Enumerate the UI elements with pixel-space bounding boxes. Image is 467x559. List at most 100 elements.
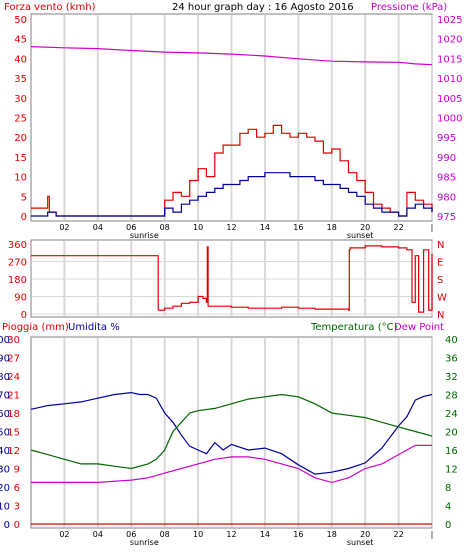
temperature-ylabel: Temperatura (°C) [310,322,398,333]
x-tick-label: 02 [59,530,69,539]
x-tick-label: 04 [93,223,103,232]
y-tick-label: 20 [0,483,10,494]
y-tick-label: 35 [14,74,27,85]
pressure-ylabel: Pressione (kPa) [371,2,447,13]
y-tick-label: 1000 [437,114,462,125]
y-tick-label: 21 [7,391,20,402]
y-tick-label: 1010 [437,74,462,85]
y-tick-label: 1015 [437,54,462,65]
y-tick-label: 60 [0,409,10,420]
y-tick-label: 1025 [437,15,462,26]
x-tick-label: 18 [327,530,337,539]
x-tick-label: 16 [293,223,303,232]
y-tick-label: 985 [437,173,456,184]
humidity-ylabel: Umidita % [68,322,120,333]
series-line-temperature [30,393,433,470]
series-line-dew-point [31,444,432,484]
y-tick-label: 0 [4,520,10,531]
y-tick-label: 24 [445,409,458,420]
wind-ylabel: Forza vento (kmh) [4,2,96,13]
y-tick-label: 36 [445,354,458,365]
y-tick-label: 270 [8,258,27,269]
y-tick-label: E [437,258,443,269]
y-tick-label: S [437,275,443,286]
y-tick-label: 10 [0,502,10,513]
sunset-label: sunset [347,538,374,547]
y-tick-label: N [437,240,444,251]
y-tick-label: 45 [14,35,27,46]
x-tick-label: 16 [293,530,303,539]
x-tick-label: 12 [226,530,236,539]
x-tick-label: 22 [393,530,403,539]
y-tick-label: 90 [14,293,27,304]
y-tick-label: 15 [14,153,27,164]
y-tick-label: 10 [14,173,27,184]
x-tick-label: 14 [260,223,270,232]
y-tick-label: 25 [14,114,27,125]
x-tick-label: 04 [93,530,103,539]
y-tick-label: 0 [14,520,20,531]
y-tick-label: 24 [7,372,20,383]
y-tick-label: N [437,310,444,321]
y-tick-label: 32 [445,372,458,383]
y-tick-label: 0 [21,310,27,321]
y-tick-label: 50 [0,428,10,439]
y-tick-label: W [437,293,447,304]
y-tick-label: 990 [437,153,456,164]
y-tick-label: 80 [0,372,10,383]
y-tick-label: 995 [437,133,456,144]
x-tick-label: 18 [327,223,337,232]
rain-ylabel: Pioggia (mm) [2,322,69,333]
y-tick-label: 30 [0,465,10,476]
y-tick-label: 90 [0,354,10,365]
y-tick-label: 1005 [437,94,462,105]
series-line-gust [31,124,433,217]
y-tick-label: 4 [445,502,451,513]
y-tick-label: 16 [445,446,458,457]
y-tick-label: 12 [7,446,20,457]
sunset-label: sunset [347,231,374,240]
x-tick-label: 02 [59,223,69,232]
y-tick-label: 20 [445,428,458,439]
y-tick-label: 40 [445,335,458,346]
y-tick-label: 975 [437,212,456,223]
x-tick-label: 06 [126,530,136,539]
x-tick-label: 10 [193,223,203,232]
x-tick-label: 22 [393,223,403,232]
y-tick-label: 50 [14,15,27,26]
series-line-direction [31,245,433,313]
x-tick-label: 08 [160,223,170,232]
y-tick-label: 100 [0,335,10,346]
x-tick-label: 12 [226,223,236,232]
sunrise-label: sunrise [130,231,159,240]
y-tick-label: 20 [14,133,27,144]
x-tick-label: 06 [126,223,136,232]
y-tick-label: 15 [7,428,20,439]
y-tick-label: 360 [8,240,27,251]
y-tick-label: 30 [14,94,27,105]
y-tick-label: 40 [0,446,10,457]
y-tick-label: 30 [7,335,20,346]
series-line-humidity [30,391,433,475]
y-tick-label: 3 [14,502,20,513]
x-tick-label: 10 [193,530,203,539]
y-tick-label: 8 [445,483,451,494]
series-line-pressure [30,46,433,66]
page-title: 24 hour graph day : 16 Agosto 2016 [172,2,354,13]
y-tick-label: 9 [14,465,20,476]
y-tick-label: 28 [445,391,458,402]
y-tick-label: 27 [7,354,20,365]
y-tick-label: 5 [21,192,27,203]
x-tick-end: | [431,223,434,232]
y-tick-label: 0 [21,212,27,223]
y-tick-label: 70 [0,391,10,402]
y-tick-label: 0 [445,520,451,531]
dewpoint-ylabel: Dew Point [394,322,444,333]
sunrise-label: sunrise [130,538,159,547]
x-tick-label: 20 [360,223,370,232]
x-tick-end: | [431,530,434,539]
x-tick-label: 14 [260,530,270,539]
y-tick-label: 180 [8,275,27,286]
